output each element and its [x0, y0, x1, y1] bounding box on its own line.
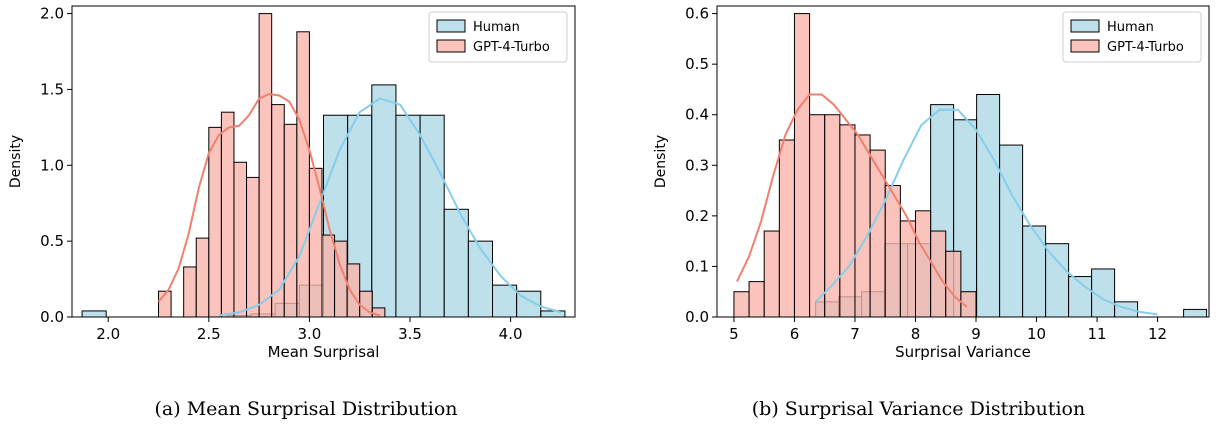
mean-surprisal-xtick-label: 3.5 — [398, 325, 422, 343]
mean-surprisal-bar — [540, 310, 566, 318]
surprisal-variance-xtick-label: 11 — [1087, 325, 1106, 343]
surprisal-variance-bar — [976, 93, 1001, 318]
surprisal-variance-bar — [839, 124, 856, 318]
surprisal-variance-chart: 5 6 7 8 9 10 11 12 0.0 0.1 0.2 0.3 0.4 0.5 0.6 Surprisa… — [653, 5, 1210, 361]
surprisal-variance-kde-gpt — [736, 93, 968, 308]
surprisal-variance-axes-frame — [716, 5, 1210, 318]
surprisal-variance-xtick-label: 12 — [1148, 325, 1167, 343]
surprisal-variance-bar — [945, 250, 962, 318]
mean-surprisal-bar — [371, 84, 397, 318]
mean-surprisal-bar — [195, 237, 210, 318]
surprisal-variance-bar — [854, 134, 871, 318]
mean-surprisal-ytick-label: 0.5 — [40, 232, 64, 250]
surprisal-variance-bar — [793, 13, 811, 318]
mean-surprisal-bar — [183, 266, 197, 318]
surprisal-variance-ytick-label: 0.0 — [685, 308, 709, 326]
surprisal-variance-legend-swatch — [1070, 39, 1100, 53]
mean-surprisal-ytick-label: 1.0 — [40, 156, 64, 174]
surprisal-variance-xtick-label: 9 — [971, 325, 981, 343]
surprisal-variance-ytick-label: 0.5 — [685, 55, 709, 73]
surprisal-variance-xtick-label: 6 — [790, 325, 800, 343]
mean-surprisal-chart: 2.0 2.5 3.0 3.5 4.0 0.0 0.5 1.0 1.5 2.0 Mean Surpr… — [8, 5, 576, 361]
surprisal-variance-bar — [1045, 243, 1070, 318]
surprisal-variance-bar — [884, 185, 901, 318]
mean-surprisal-bar — [220, 111, 235, 318]
surprisal-variance-ytick-label: 0.1 — [685, 257, 709, 275]
surprisal-variance-xlabel: Surprisal Variance — [895, 343, 1031, 361]
mean-surprisal-bar — [208, 126, 222, 318]
surprisal-variance-bar — [824, 114, 841, 318]
surprisal-variance-ytick-label: 0.4 — [685, 106, 709, 124]
surprisal-variance-bar — [733, 291, 750, 318]
mean-surprisal-bar — [467, 240, 494, 318]
mean-surprisal-bar — [296, 31, 310, 318]
mean-surprisal-legend-swatch — [436, 39, 466, 53]
mean-surprisal-bar — [258, 13, 273, 318]
mean-surprisal-ytick-label: 2.0 — [40, 5, 64, 23]
mean-surprisal-bar — [443, 208, 469, 318]
surprisal-variance-bar — [748, 281, 765, 318]
caption-surprisal-variance: (b) Surprisal Variance Distribution — [751, 398, 1086, 420]
mean-surprisal-axes-frame — [71, 5, 576, 318]
mean-surprisal-ytick-label: 1.5 — [40, 80, 64, 98]
surprisal-variance-legend: Human GPT-4-Turbo — [1062, 11, 1202, 63]
surprisal-variance-bar — [763, 230, 780, 318]
mean-surprisal-legend-label: GPT-4-Turbo — [473, 40, 550, 55]
surprisal-variance-bar — [899, 220, 916, 318]
surprisal-variance-legend-swatch — [1070, 19, 1100, 33]
surprisal-variance-ytick-label: 0.3 — [685, 156, 709, 174]
caption-mean-surprisal: (a) Mean Surprisal Distribution — [154, 398, 458, 420]
surprisal-variance-bar — [778, 139, 795, 318]
mean-surprisal-ytick-label: 0.0 — [40, 308, 64, 326]
surprisal-variance-kde-human — [814, 108, 1158, 316]
mean-surprisal-series-gpt — [158, 13, 386, 318]
mean-surprisal-bar — [395, 114, 421, 318]
mean-surprisal-kde-human — [218, 97, 562, 317]
mean-surprisal-bar — [283, 123, 298, 318]
surprisal-variance-bar — [1183, 308, 1208, 318]
surprisal-variance-legend-label: GPT-4-Turbo — [1107, 40, 1184, 55]
mean-surprisal-kde-gpt — [157, 92, 381, 317]
surprisal-variance-ytick-label: 0.6 — [685, 5, 709, 23]
surprisal-variance-bar — [999, 144, 1024, 318]
mean-surprisal-xlabel: Mean Surprisal — [268, 343, 380, 361]
surprisal-variance-bar — [914, 210, 932, 318]
surprisal-variance-bar — [809, 114, 826, 318]
surprisal-variance-ytick-label: 0.2 — [685, 207, 709, 225]
mean-surprisal-bar — [246, 176, 260, 318]
mean-surprisal-xtick-label: 2.5 — [197, 325, 221, 343]
mean-surprisal-legend: Human GPT-4-Turbo — [428, 11, 568, 63]
mean-surprisal-ylabel: Density — [8, 135, 24, 188]
surprisal-variance-ylabel: Density — [653, 135, 669, 188]
mean-surprisal-xtick-label: 2.0 — [96, 325, 120, 343]
mean-surprisal-xtick-label: 4.0 — [499, 325, 523, 343]
surprisal-variance-bar — [1022, 225, 1047, 318]
surprisal-variance-xtick-label: 10 — [1027, 325, 1046, 343]
mean-surprisal-bar — [321, 234, 336, 318]
mean-surprisal-bar — [81, 310, 107, 318]
mean-surprisal-bar — [419, 114, 445, 318]
surprisal-variance-legend-label: Human — [1107, 20, 1154, 35]
surprisal-variance-xtick-label: 7 — [850, 325, 860, 343]
mean-surprisal-legend-swatch — [436, 19, 466, 33]
mean-surprisal-legend-label: Human — [473, 20, 520, 35]
mean-surprisal-bar — [233, 161, 248, 318]
surprisal-variance-xtick-label: 8 — [911, 325, 921, 343]
mean-surprisal-bar — [492, 284, 518, 318]
mean-surprisal-xtick-label: 3.0 — [297, 325, 321, 343]
surprisal-variance-xtick-label: 5 — [729, 325, 739, 343]
